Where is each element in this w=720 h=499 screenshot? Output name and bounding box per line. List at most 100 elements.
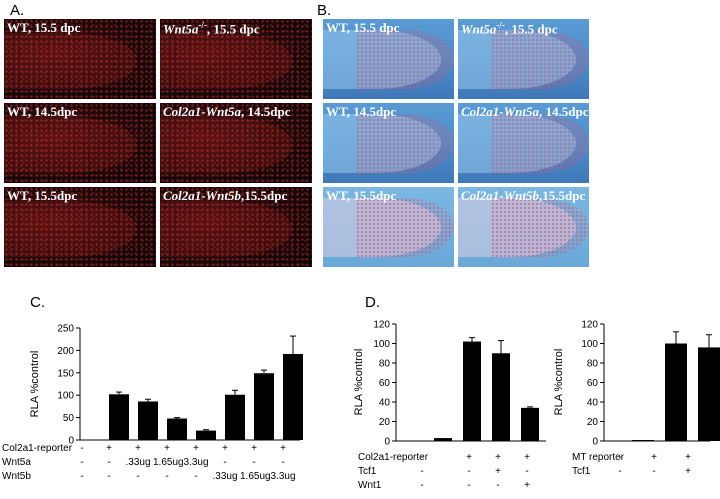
panel-label-b: B. bbox=[317, 2, 332, 19]
treatment-cell: - bbox=[80, 443, 84, 454]
treatment-cell: - bbox=[107, 471, 111, 482]
treatment-cell: - bbox=[136, 471, 140, 482]
treatment-cell: .33ug bbox=[212, 471, 238, 482]
panelA-micrograph-6: Col2a1-Wnt5b,15.5dpc bbox=[159, 186, 313, 268]
treatment-cell: + bbox=[524, 480, 530, 491]
stain-signal bbox=[4, 103, 156, 183]
stage-text: ,15.5dpc bbox=[539, 188, 586, 203]
treatment-row-name: Col2a1-reporter bbox=[358, 452, 429, 463]
treatment-cell: + bbox=[164, 443, 170, 454]
label-text: WT, 15.5dpc bbox=[7, 188, 78, 203]
bar bbox=[698, 347, 720, 441]
panelB-micrograph-2: Wnt5a-/-, 15.5 dpc bbox=[457, 18, 590, 100]
panelA-micrograph-5: WT, 15.5dpc bbox=[3, 186, 157, 268]
bar bbox=[521, 407, 539, 441]
panel-label-c: C. bbox=[30, 294, 45, 311]
micrograph-label: Col2a1-Wnt5a, 14.5dpc bbox=[461, 104, 589, 120]
y-axis-label: RLA %control bbox=[553, 349, 565, 416]
stage-text: , 15.5 dpc bbox=[504, 21, 558, 37]
micrograph-label: WT, 15.5 dpc bbox=[7, 20, 80, 36]
y-tick-label: 200 bbox=[57, 346, 74, 357]
genotype-text: Wnt5a bbox=[163, 21, 199, 37]
genotype-text: Col2a1-Wnt5b bbox=[461, 188, 540, 203]
panelB-micrograph-5: WT, 15.5dpc bbox=[322, 186, 455, 268]
micrograph-label: WT, 15.5dpc bbox=[7, 188, 77, 204]
stage-text: , 14.5dpc bbox=[241, 104, 291, 119]
genotype-text: Col2a1-Wnt5a bbox=[163, 104, 242, 119]
stain-signal bbox=[160, 19, 312, 99]
treatment-cell: .33ug bbox=[125, 457, 151, 468]
treatment-cell: - bbox=[525, 466, 529, 477]
label-text: WT, 14.5dpc bbox=[326, 104, 397, 119]
micrograph-label: WT, 15.5 dpc bbox=[326, 20, 399, 36]
panelB-micrograph-4: Col2a1-Wnt5a, 14.5dpc bbox=[457, 102, 590, 184]
treatment-row-name: Wnt5b bbox=[2, 471, 31, 482]
chart-d-col2a1: 0 20 40 60 80 100 120 RLA %control bbox=[353, 320, 546, 448]
bar bbox=[632, 440, 654, 441]
stain-signal bbox=[355, 30, 454, 90]
micrograph-label: Col2a1-Wnt5a, 14.5dpc bbox=[163, 104, 291, 120]
treatment-cell: - bbox=[467, 466, 471, 477]
treatment-cell: + bbox=[106, 443, 112, 454]
treatment-cell: + bbox=[251, 443, 257, 454]
tissue-shape bbox=[160, 33, 293, 90]
bar bbox=[109, 394, 129, 440]
stage-text: ,15.5dpc bbox=[241, 188, 288, 203]
y-tick-label: 20 bbox=[587, 417, 599, 428]
stain-signal bbox=[160, 187, 312, 267]
treatment-cell: + bbox=[495, 466, 501, 477]
y-tick-label: 0 bbox=[384, 437, 390, 448]
treatment-cell: - bbox=[618, 452, 622, 463]
genotype-text: Wnt5a bbox=[461, 21, 497, 37]
bar bbox=[283, 353, 303, 440]
treatment-cell: + bbox=[651, 452, 657, 463]
panelA-micrograph-3: WT, 14.5dpc bbox=[3, 102, 157, 184]
chart-d-mt: 0 20 40 60 80 100 120 RLA %control bbox=[553, 320, 720, 448]
treatment-cell: + bbox=[685, 466, 691, 477]
treatment-cell: - bbox=[80, 457, 84, 468]
bar bbox=[196, 430, 216, 440]
treatment-row-name: MT reporter bbox=[572, 452, 625, 463]
treatment-cell: + bbox=[685, 452, 691, 463]
treatment-cell: 1.65ug bbox=[240, 471, 271, 482]
stain-signal bbox=[4, 19, 156, 99]
stain-signal bbox=[490, 114, 589, 174]
panelB-micrograph-6: Col2a1-Wnt5b,15.5dpc bbox=[457, 186, 590, 268]
stain-signal bbox=[355, 114, 454, 174]
tissue-shape bbox=[4, 117, 137, 174]
bar bbox=[254, 373, 274, 440]
treatment-cell: - bbox=[165, 471, 169, 482]
label-text: WT, 15.5dpc bbox=[326, 188, 397, 203]
treatment-cell: + bbox=[222, 443, 228, 454]
y-axis-label: RLA %control bbox=[29, 351, 41, 418]
treatment-cell: - bbox=[194, 471, 198, 482]
treatment-cell: - bbox=[420, 480, 424, 491]
y-tick-label: 100 bbox=[57, 391, 74, 402]
y-tick-label: 40 bbox=[379, 398, 391, 409]
y-tick-label: 150 bbox=[57, 368, 74, 379]
tissue-shape bbox=[4, 201, 137, 258]
bar bbox=[463, 341, 481, 441]
treatment-cell: - bbox=[281, 457, 285, 468]
panel-label-d: D. bbox=[365, 294, 380, 311]
treatment-cell: - bbox=[618, 466, 622, 477]
bar bbox=[492, 353, 510, 441]
treatment-row-name: Wnt1 bbox=[358, 480, 382, 491]
treatment-cell: + bbox=[193, 443, 199, 454]
y-tick-label: 120 bbox=[373, 320, 390, 331]
genotype-text: Col2a1-Wnt5a bbox=[461, 104, 540, 119]
bar bbox=[138, 401, 158, 440]
treatment-cell: - bbox=[252, 457, 256, 468]
stain-signal bbox=[490, 198, 589, 258]
tissue-shape bbox=[4, 33, 137, 90]
bar bbox=[225, 394, 245, 440]
treatment-cell: + bbox=[280, 443, 286, 454]
treatment-cell: 3.3ug bbox=[270, 471, 296, 482]
panelB-micrograph-1: WT, 15.5 dpc bbox=[322, 18, 455, 100]
y-tick-label: 60 bbox=[587, 378, 599, 389]
treatment-cell: - bbox=[496, 480, 500, 491]
panelA-micrograph-1: WT, 15.5 dpc bbox=[3, 18, 157, 100]
treatment-row-name: Col2a1-reporter bbox=[2, 443, 73, 454]
treatment-cell: + bbox=[495, 452, 501, 463]
panelA-micrograph-2: Wnt5a-/-, 15.5 dpc bbox=[159, 18, 313, 100]
